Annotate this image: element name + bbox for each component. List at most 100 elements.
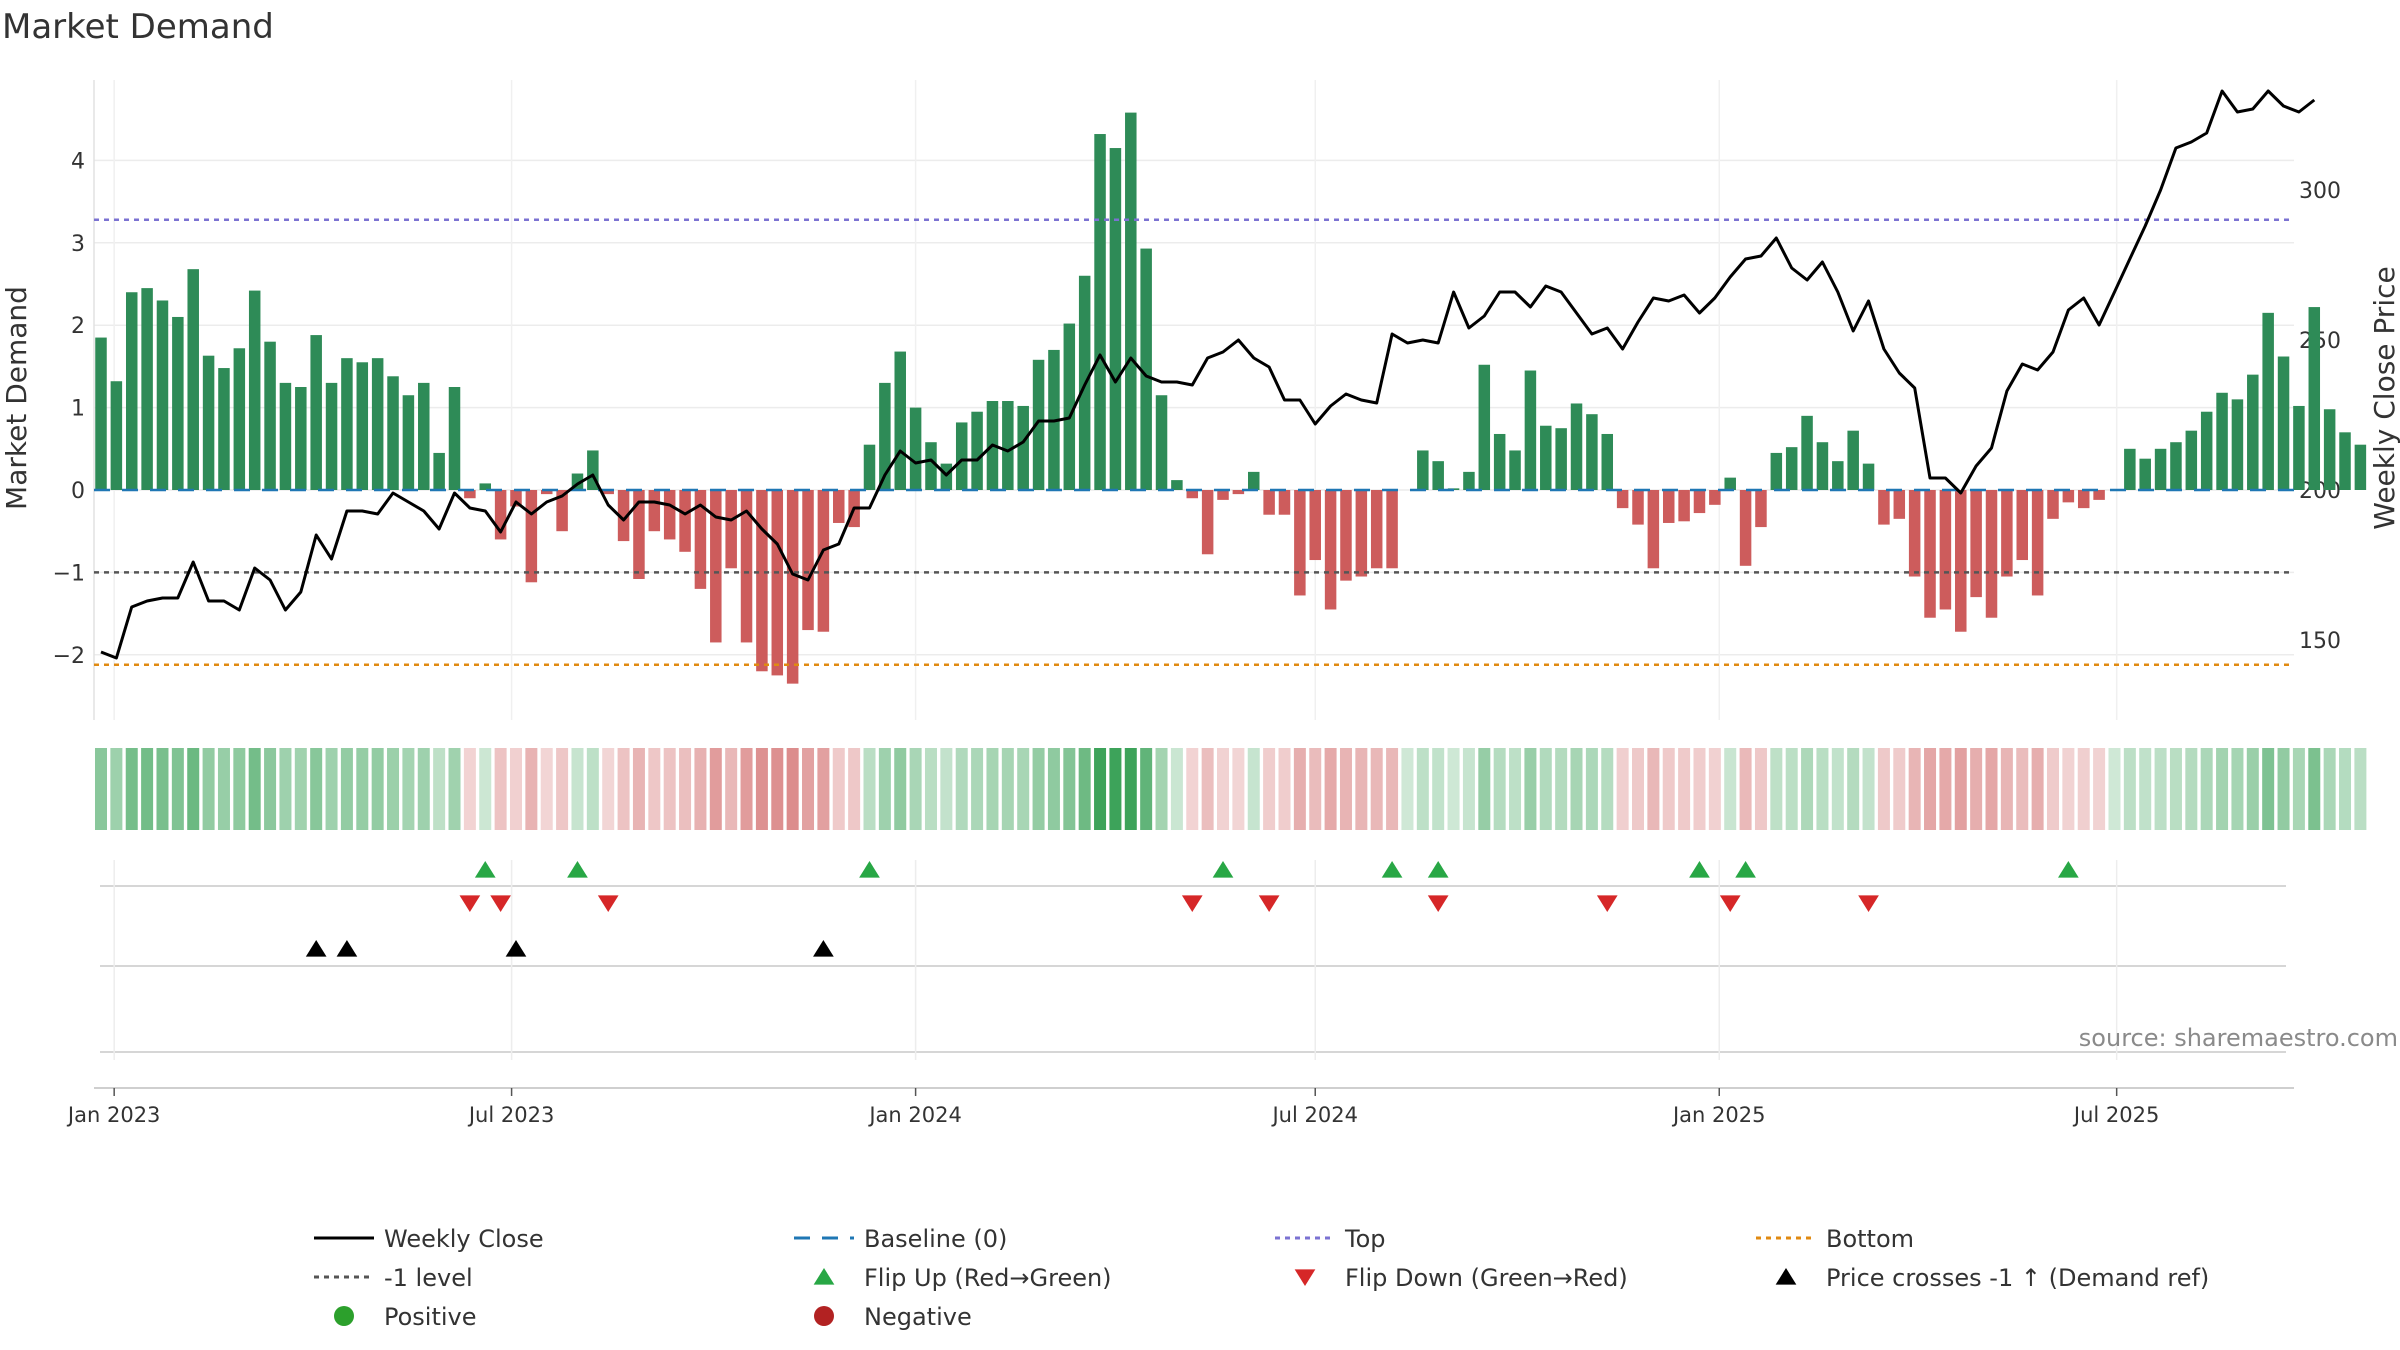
flip-down-marker: [1181, 895, 1203, 912]
heat-cell: [709, 748, 722, 830]
legend-swatch: [1294, 1269, 1316, 1286]
demand-bar: [602, 490, 614, 495]
heat-cell: [586, 748, 599, 830]
heat-cell: [986, 748, 999, 830]
demand-bar: [1232, 490, 1245, 495]
demand-bar: [2185, 430, 2198, 490]
demand-bar: [786, 490, 799, 684]
demand-bar: [955, 422, 968, 490]
heat-cell: [663, 748, 676, 830]
demand-bar: [2001, 490, 2013, 577]
heat-cell: [894, 748, 907, 830]
demand-bar: [971, 411, 983, 490]
heat-cell: [1616, 748, 1629, 830]
legend-label: Flip Down (Green→Red): [1345, 1264, 1628, 1292]
heat-cell: [1939, 748, 1952, 830]
demand-bar: [479, 483, 491, 490]
demand-bar: [2247, 374, 2259, 490]
heat-cell: [463, 748, 476, 830]
left-tick-label: −1: [53, 561, 85, 586]
demand-bar: [1509, 450, 1521, 490]
demand-bar: [2293, 405, 2305, 490]
legend-label: Price crosses -1 ↑ (Demand ref): [1826, 1264, 2209, 1292]
flip-up-marker: [1381, 861, 1403, 878]
demand-bar: [802, 490, 814, 631]
heat-cell: [1186, 748, 1199, 830]
heat-cell: [1386, 748, 1399, 830]
heat-cell: [509, 748, 522, 830]
demand-bar: [510, 490, 522, 507]
heat-cell: [202, 748, 215, 830]
demand-bar: [2139, 458, 2151, 490]
heat-cell: [279, 748, 292, 830]
demand-bar: [617, 490, 630, 542]
demand-bar: [2093, 490, 2105, 500]
heat-cell: [141, 748, 154, 830]
flip-up-marker: [859, 861, 880, 878]
heat-cell: [2231, 748, 2244, 830]
heat-cell: [2046, 748, 2059, 830]
demand-bar: [1924, 490, 1936, 618]
flip-markers: [459, 861, 2079, 912]
heat-cell: [217, 748, 230, 830]
demand-bar: [1032, 359, 1045, 490]
heat-cell: [571, 748, 584, 830]
demand-bar: [1109, 148, 1122, 491]
demand-bar: [1570, 403, 1583, 490]
demand-bar: [1908, 490, 1921, 577]
heat-cell: [233, 748, 246, 830]
demand-bar: [448, 387, 461, 490]
heat-cell: [325, 748, 338, 830]
heat-cell: [171, 748, 184, 830]
demand-bar: [525, 490, 538, 583]
demand-bar: [402, 395, 415, 490]
demand-bar: [1155, 395, 1168, 490]
demand-bar: [2354, 444, 2367, 490]
demand-bar: [233, 348, 246, 490]
heat-cell: [494, 748, 507, 830]
demand-bar: [202, 355, 215, 490]
demand-bar: [2231, 399, 2244, 490]
heat-cell: [1140, 748, 1153, 830]
demand-bar: [1217, 490, 1229, 500]
demand-bar: [1171, 480, 1183, 490]
demand-bar: [95, 337, 107, 490]
demand-bar: [387, 376, 399, 490]
heat-cell: [632, 748, 645, 830]
heat-cell: [1401, 748, 1414, 830]
demand-bar: [817, 490, 830, 632]
flip-up-marker: [1689, 861, 1710, 878]
heat-cell: [1570, 748, 1583, 830]
demand-bar: [1017, 405, 1029, 490]
flip-down-marker: [459, 895, 481, 912]
heat-cell: [1877, 748, 1890, 830]
demand-bar: [1847, 430, 1859, 490]
demand-bar: [156, 300, 169, 490]
heat-cell: [2185, 748, 2198, 830]
left-axis-ticks: −2 −1 0 1 2 3 4: [53, 149, 85, 668]
legend-label: Flip Up (Red→Green): [864, 1264, 1112, 1292]
demand-bar: [1939, 490, 1952, 610]
demand-bar: [1832, 461, 1844, 490]
heat-cell: [1278, 748, 1291, 830]
heat-cell: [771, 748, 784, 830]
price-cross-marker: [305, 940, 327, 957]
left-tick-label: 1: [71, 397, 85, 422]
demand-bar: [341, 358, 353, 490]
demand-bar: [1586, 414, 1598, 490]
flip-up-marker: [1735, 861, 1756, 878]
heat-cell: [1632, 748, 1644, 830]
demand-bar: [1340, 490, 1352, 581]
heat-cell: [1801, 748, 1814, 830]
heat-cell: [1985, 748, 1998, 830]
heat-cell: [1862, 748, 1875, 830]
heat-cell: [2262, 748, 2275, 830]
heat-cell: [2323, 748, 2336, 830]
heat-cell: [1524, 748, 1537, 830]
demand-bar: [1540, 425, 1552, 490]
demand-bar: [1601, 433, 1614, 490]
heat-cell: [2200, 748, 2213, 830]
heat-cell: [2308, 748, 2321, 830]
heat-cell: [1785, 748, 1798, 830]
demand-bar: [1417, 450, 1429, 490]
